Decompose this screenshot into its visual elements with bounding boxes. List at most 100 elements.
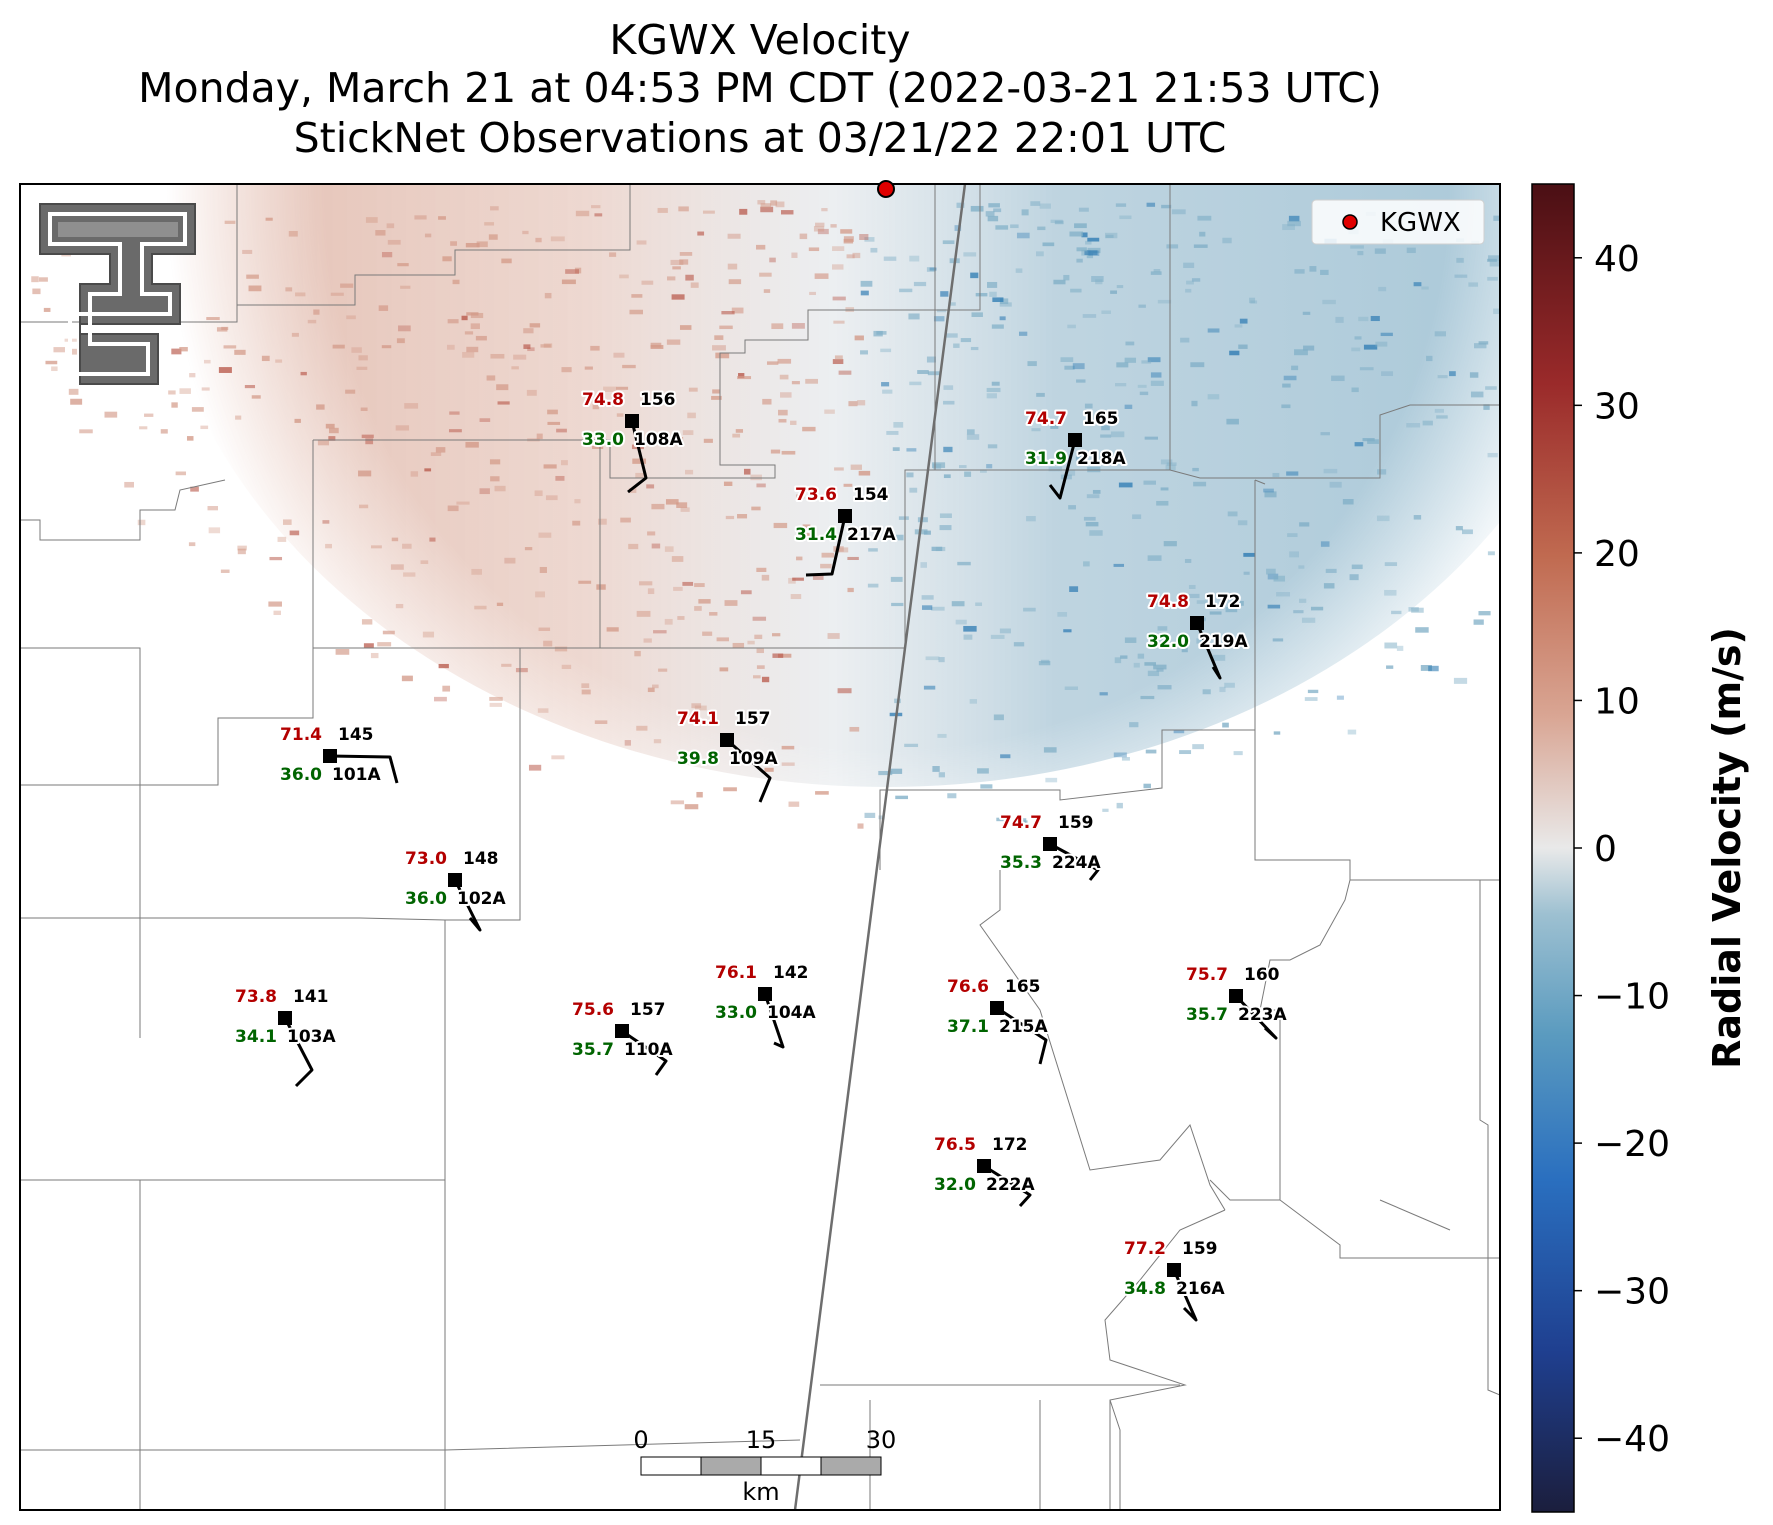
velocity-speckle — [1146, 202, 1156, 207]
station-id: 223A — [1238, 1005, 1287, 1025]
station-223a[interactable]: 75.7 160 35.7 223A — [1184, 963, 1289, 1040]
velocity-speckle — [943, 385, 954, 390]
velocity-speckle — [684, 804, 699, 810]
station-219a[interactable]: 74.8 172 32.0 219A — [1145, 590, 1250, 680]
velocity-speckle — [943, 474, 951, 479]
velocity-speckle — [812, 575, 824, 580]
velocity-speckle — [537, 708, 549, 713]
velocity-speckle — [1485, 386, 1497, 390]
velocity-speckle — [963, 634, 973, 640]
station-224a[interactable]: 74.7 159 35.3 224A — [998, 811, 1103, 881]
velocity-speckle — [1226, 418, 1239, 425]
velocity-speckle — [1157, 626, 1168, 631]
station-pressure: 165 — [1005, 977, 1041, 997]
velocity-speckle — [932, 462, 946, 468]
velocity-speckle — [800, 533, 814, 539]
velocity-speckle — [647, 531, 656, 536]
velocity-speckle — [685, 274, 694, 281]
velocity-speckle — [1084, 403, 1093, 409]
velocity-speckle — [751, 506, 761, 511]
station-id: 110A — [624, 1040, 673, 1060]
velocity-speckle — [666, 339, 681, 345]
velocity-speckle — [881, 382, 890, 387]
velocity-speckle — [1147, 357, 1161, 363]
velocity-speckle — [920, 562, 928, 568]
wind-barb — [1048, 439, 1077, 500]
station-218a[interactable]: 74.7 165 31.9 218A — [1023, 407, 1128, 500]
velocity-speckle — [1144, 662, 1156, 666]
station-108a[interactable]: 74.8 156 33.0 108A — [580, 388, 685, 494]
station-109a[interactable]: 74.1 157 39.8 109A — [675, 707, 780, 803]
velocity-speckle — [461, 315, 468, 321]
velocity-speckle — [1351, 347, 1361, 352]
velocity-speckle — [1027, 361, 1037, 367]
velocity-speckle — [1173, 729, 1185, 734]
velocity-speckle — [1351, 387, 1359, 393]
velocity-speckle — [775, 201, 785, 208]
velocity-speckle — [1124, 404, 1133, 409]
velocity-speckle — [805, 378, 818, 384]
velocity-speckle — [619, 274, 629, 279]
velocity-speckle — [1031, 428, 1041, 432]
station-104a[interactable]: 76.1 142 33.0 104A — [713, 961, 818, 1049]
velocity-speckle — [377, 642, 392, 647]
velocity-speckle — [535, 237, 542, 243]
velocity-speckle — [1363, 344, 1378, 350]
velocity-speckle — [538, 532, 552, 538]
velocity-speckle — [275, 359, 283, 363]
station-101a[interactable]: 71.4 145 36.0 101A — [278, 723, 399, 787]
colorbar-tick-label: 30 — [1594, 386, 1640, 427]
velocity-speckle — [631, 294, 643, 298]
station-103a[interactable]: 73.8 141 34.1 103A — [233, 985, 338, 1088]
velocity-speckle — [1406, 247, 1416, 254]
velocity-speckle — [268, 601, 282, 607]
station-216a[interactable]: 77.2 159 34.8 216A — [1122, 1237, 1227, 1322]
station-dewpoint: 32.0 — [934, 1175, 976, 1195]
velocity-speckle — [1036, 392, 1045, 397]
velocity-speckle — [1331, 375, 1345, 382]
station-marker — [1167, 1263, 1181, 1277]
velocity-speckle — [456, 501, 470, 505]
station-110a[interactable]: 75.6 157 35.7 110A — [570, 998, 675, 1076]
velocity-speckle — [535, 591, 545, 598]
velocity-speckle — [345, 389, 356, 394]
velocity-speckle — [791, 323, 805, 329]
velocity-speckle — [999, 628, 1011, 634]
station-temperature: 76.5 — [934, 1135, 976, 1155]
velocity-speckle — [1202, 689, 1211, 695]
velocity-speckle — [725, 515, 735, 520]
velocity-speckle — [892, 447, 900, 451]
velocity-speckle — [1129, 722, 1139, 728]
velocity-speckle — [1434, 331, 1446, 337]
velocity-speckle — [1153, 269, 1161, 273]
station-215a[interactable]: 76.6 165 37.1 215A — [945, 975, 1050, 1065]
station-102a[interactable]: 73.0 148 36.0 102A — [403, 847, 508, 932]
velocity-speckle — [946, 333, 958, 338]
station-222a[interactable]: 76.5 172 32.0 222A — [932, 1133, 1037, 1208]
station-217a[interactable]: 73.6 154 31.4 217A — [793, 483, 898, 577]
velocity-speckle — [992, 297, 1004, 303]
velocity-speckle — [931, 546, 943, 552]
velocity-speckle — [943, 400, 955, 405]
velocity-speckle — [430, 452, 442, 456]
velocity-speckle — [471, 568, 482, 575]
velocity-speckle — [356, 366, 368, 370]
velocity-speckle — [1161, 204, 1172, 209]
velocity-speckle — [438, 216, 446, 220]
velocity-speckle — [1468, 282, 1479, 287]
velocity-speckle — [565, 269, 579, 274]
velocity-speckle — [1043, 747, 1057, 753]
velocity-speckle — [1050, 424, 1059, 429]
velocity-speckle — [781, 762, 795, 766]
velocity-speckle — [1070, 288, 1082, 293]
velocity-speckle — [486, 375, 496, 381]
velocity-speckle — [539, 566, 547, 573]
velocity-speckle — [200, 425, 209, 430]
station-temperature: 73.0 — [405, 849, 447, 869]
velocity-speckle — [218, 367, 232, 373]
velocity-speckle — [489, 459, 501, 465]
velocity-speckle — [524, 547, 533, 551]
velocity-speckle — [1104, 232, 1118, 239]
velocity-speckle — [359, 504, 369, 509]
velocity-speckle — [1320, 432, 1330, 436]
